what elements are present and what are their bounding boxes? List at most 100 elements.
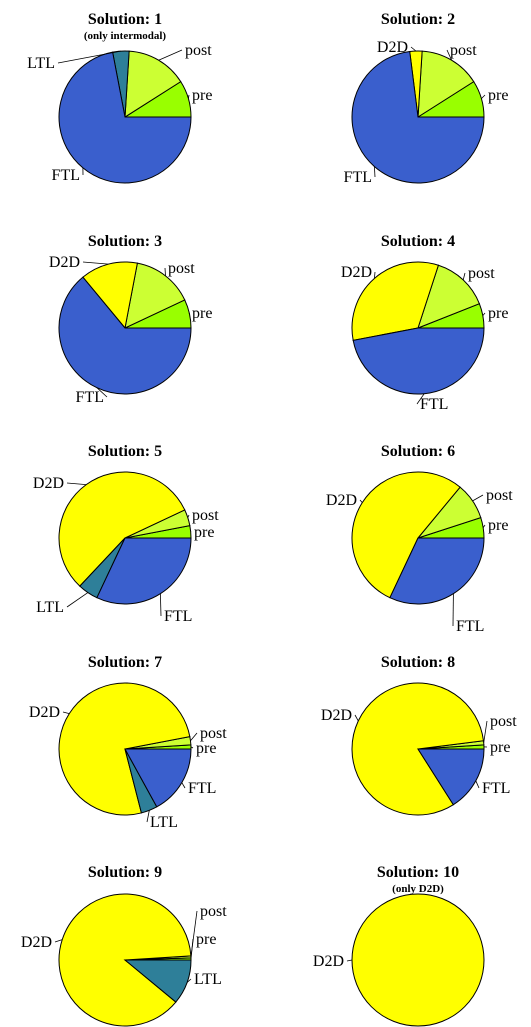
leader-line-post [446, 49, 452, 61]
leader-line-ftl [374, 166, 376, 178]
slice-label-d2d: D2D [326, 492, 357, 509]
chart-title: Solution: 9 [88, 864, 162, 881]
leader-line-ltl [66, 592, 89, 608]
slice-label-ftl: FTL [164, 608, 192, 625]
slice-label-pre: pre [488, 305, 508, 322]
chart-title: Solution: 4 [381, 233, 455, 250]
leader-line-ftl [160, 593, 162, 617]
slice-ftl [124, 748, 192, 808]
slice-label-d2d: D2D [21, 934, 52, 951]
slice-d2d [351, 471, 461, 599]
slice-label-pre: pre [192, 87, 212, 104]
slice-label-post: post [468, 265, 495, 282]
pie-6: pre post D2D FTL Solution: 6 [326, 443, 513, 635]
pie-1: pre post LTL FTL Solution: 1 (only intermodal… [27, 11, 212, 184]
slice-label-ltl: LTL [150, 814, 178, 831]
leader-line-pre [190, 746, 194, 749]
chart-title: Solution: 7 [88, 654, 162, 671]
chart-subtitle: (only intermodal) [84, 30, 167, 42]
pie-9: pre post D2D LTL Solution: 9 [21, 864, 227, 1027]
chart-title: Solution: 6 [381, 443, 455, 460]
leader-line-d2d [354, 714, 359, 722]
pie-3: pre post D2D FTL Solution: 3 [49, 233, 213, 406]
leader-line-pre [188, 94, 190, 99]
slice-label-post: post [200, 725, 227, 742]
slice-ftl [352, 327, 485, 395]
leader-line-d2d [54, 939, 63, 943]
leader-line-post [190, 732, 198, 741]
leader-line-d2d [374, 271, 376, 279]
slice-label-post: post [450, 42, 477, 59]
chart-title: Solution: 10 [377, 864, 459, 881]
slice-post [124, 262, 186, 329]
leader-line-pre [482, 524, 486, 528]
leader-line-d2d [66, 482, 87, 485]
slice-label-ftl: FTL [482, 780, 510, 797]
slice-label-pre: pre [488, 517, 508, 534]
slice-label-pre: pre [490, 739, 510, 756]
leader-line-post [472, 494, 484, 502]
leader-line-post [483, 720, 488, 743]
slice-label-ftl: FTL [420, 396, 448, 413]
slice-label-d2d: D2D [341, 264, 372, 281]
slice-label-d2d: D2D [29, 704, 60, 721]
chart-title: Solution: 5 [88, 443, 162, 460]
slice-label-post: post [490, 713, 517, 730]
slice-label-ftl: FTL [456, 618, 484, 635]
leader-line-ftl [416, 393, 425, 405]
slice-ltl [123, 959, 192, 1003]
slice-label-ltl: LTL [36, 599, 64, 616]
slice-label-ftl: FTL [188, 780, 216, 797]
leader-line-ftl [475, 780, 480, 789]
slice-ftl [351, 50, 485, 184]
leader-line-d2d [359, 499, 363, 503]
leader-line-d2d [62, 711, 70, 714]
slice-label-post: post [486, 487, 513, 504]
slice-label-d2d: D2D [321, 707, 352, 724]
slice-d2d [58, 682, 191, 816]
slice-label-post: post [192, 507, 219, 524]
slice-d2d [82, 261, 138, 330]
leader-line-post [187, 514, 190, 518]
slice-label-pre: pre [194, 524, 214, 541]
chart-title: Solution: 8 [381, 654, 455, 671]
slice-label-ltl: LTL [194, 971, 222, 988]
chart-title: Solution: 1 [88, 11, 162, 28]
leader-line-ftl [181, 782, 186, 789]
pie-2: pre post D2D FTL Solution: 2 [344, 11, 509, 186]
leader-line-pre [481, 94, 486, 99]
slice-d2d [58, 471, 186, 587]
slice-label-post: post [185, 42, 212, 59]
leader-line-d2d [410, 46, 417, 52]
leader-line-ltl [57, 50, 121, 64]
slice-label-pre: pre [488, 87, 508, 104]
leader-line-ltl [146, 810, 150, 823]
slice-label-pre: pre [196, 740, 216, 757]
leader-line-post [190, 910, 198, 957]
slice-label-d2d: D2D [313, 953, 344, 970]
leader-line-ltl [186, 978, 192, 983]
chart-title: Solution: 2 [381, 11, 455, 28]
slice-label-ltl: LTL [27, 55, 55, 72]
leader-line-post [158, 49, 183, 61]
slice-label-post: post [200, 903, 227, 920]
chart-subtitle: (only D2D) [392, 883, 444, 895]
slice-label-d2d: D2D [377, 39, 408, 56]
slice-label-pre: pre [196, 931, 216, 948]
slice-d2d [351, 261, 440, 341]
slice-label-pre: pre [192, 305, 212, 322]
slice-label-d2d: D2D [49, 254, 80, 271]
leader-line-d2d [346, 959, 353, 962]
slice-label-ftl: FTL [76, 389, 104, 406]
slice-label-ftl: FTL [52, 167, 80, 184]
leader-line-d2d [82, 261, 109, 265]
slice-label-d2d: D2D [33, 475, 64, 492]
leader-line-post [462, 272, 466, 281]
leader-line-pre [482, 312, 486, 316]
pie-10: D2D Solution: 10 (only D2D) [313, 864, 485, 1027]
pie-4: pre post D2D FTL Solution: 4 [341, 233, 509, 413]
slice-label-post: post [168, 260, 195, 277]
pie-8: pre post D2D FTL Solution: 8 [321, 654, 517, 816]
